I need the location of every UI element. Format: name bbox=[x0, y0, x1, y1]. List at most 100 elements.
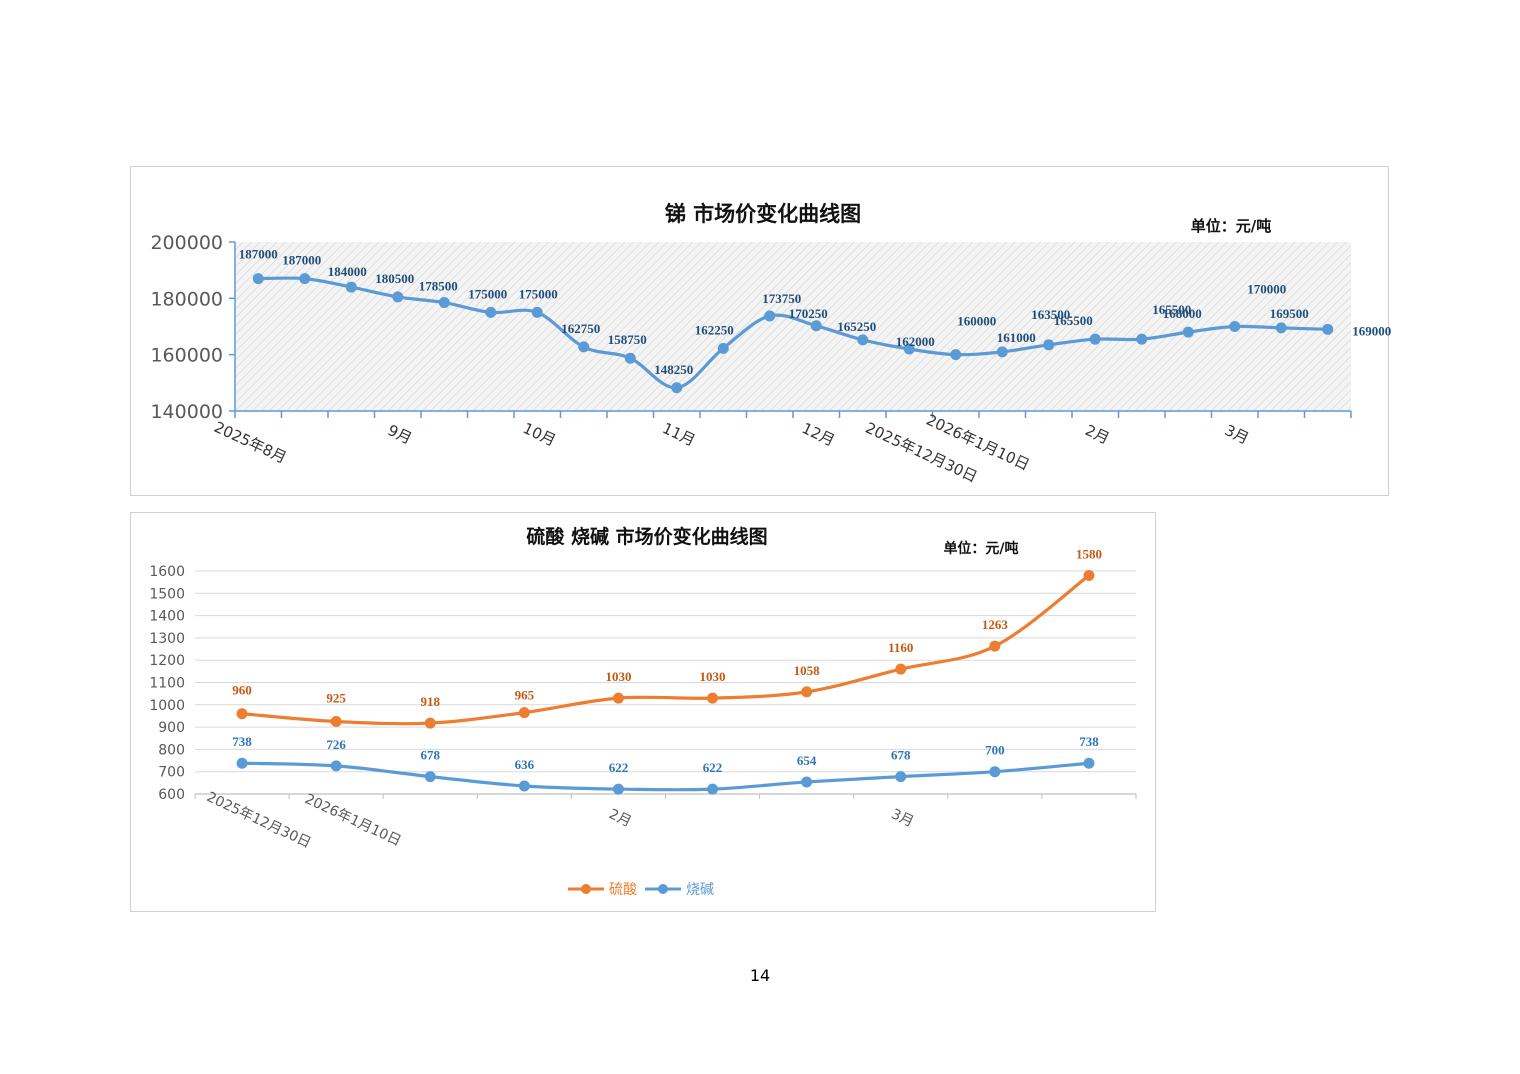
data-point bbox=[612, 692, 624, 704]
data-point bbox=[392, 291, 404, 303]
data-label: 965 bbox=[515, 688, 535, 703]
data-point bbox=[518, 707, 530, 719]
unit-label: 单位：元/吨 bbox=[1191, 217, 1271, 235]
data-point bbox=[810, 320, 822, 332]
y-tick-label: 1300 bbox=[149, 631, 185, 647]
data-label: 738 bbox=[232, 734, 252, 749]
data-label: 165500 bbox=[1054, 313, 1093, 328]
data-label: 175000 bbox=[519, 286, 558, 301]
data-label: 170250 bbox=[789, 306, 828, 321]
data-point bbox=[438, 297, 450, 309]
data-point bbox=[996, 346, 1008, 358]
data-label: 1263 bbox=[982, 617, 1009, 632]
data-label: 636 bbox=[515, 757, 535, 772]
acid-caustic-chart-svg: 硫酸 烧碱 市场价变化曲线图 单位：元/吨 600 700 800 900 1000 11… bbox=[149, 525, 1137, 898]
data-label: 738 bbox=[1079, 734, 1099, 749]
data-point bbox=[1322, 323, 1334, 335]
data-label: 678 bbox=[891, 748, 911, 763]
data-point bbox=[624, 352, 636, 364]
data-point bbox=[801, 776, 813, 788]
data-label: 178500 bbox=[419, 279, 458, 294]
data-label: 187000 bbox=[239, 247, 278, 262]
data-point bbox=[707, 692, 719, 704]
data-label: 169000 bbox=[1352, 323, 1391, 338]
legend-label: 硫酸 bbox=[609, 882, 637, 898]
y-tick-label: 180000 bbox=[150, 288, 223, 310]
x-tick-label: 2025年8月 bbox=[211, 418, 289, 467]
data-label: 170000 bbox=[1247, 282, 1286, 297]
data-label: 158750 bbox=[608, 332, 647, 347]
data-label: 162000 bbox=[896, 334, 935, 349]
y-tick-label: 160000 bbox=[150, 345, 223, 367]
data-label: 1580 bbox=[1076, 546, 1102, 561]
y-tick-label: 200000 bbox=[150, 232, 223, 254]
data-label: 175000 bbox=[468, 286, 507, 301]
y-tick-label: 700 bbox=[158, 765, 185, 781]
data-point bbox=[485, 306, 497, 318]
data-point bbox=[252, 273, 264, 285]
data-label: 187000 bbox=[282, 253, 321, 268]
x-tick-label: 11月 bbox=[660, 419, 699, 450]
data-label: 184000 bbox=[328, 264, 367, 279]
data-label: 1160 bbox=[888, 640, 913, 655]
y-tick-label: 1200 bbox=[149, 653, 185, 669]
data-point bbox=[1083, 569, 1095, 581]
data-point bbox=[236, 708, 248, 720]
legend-swatch-marker bbox=[581, 884, 591, 894]
data-label: 925 bbox=[326, 691, 346, 706]
data-label: 1058 bbox=[794, 663, 821, 678]
data-point bbox=[950, 349, 962, 361]
y-tick-label: 1600 bbox=[149, 564, 185, 580]
data-point bbox=[895, 771, 907, 783]
plot-area bbox=[235, 242, 1351, 411]
data-label: 180500 bbox=[375, 271, 414, 286]
chart-title: 硫酸 烧碱 市场价变化曲线图 bbox=[526, 525, 767, 548]
data-point bbox=[531, 306, 543, 318]
data-point bbox=[764, 310, 776, 322]
data-point bbox=[518, 780, 530, 792]
data-point bbox=[1043, 339, 1055, 351]
x-tick-label: 2026年1月10日 bbox=[302, 791, 403, 850]
data-point bbox=[707, 783, 719, 795]
data-label: 726 bbox=[326, 737, 346, 752]
data-point bbox=[671, 382, 683, 394]
data-label: 160000 bbox=[957, 314, 996, 329]
chart-title: 锑 市场价变化曲线图 bbox=[665, 202, 861, 226]
data-label: 1030 bbox=[700, 669, 726, 684]
data-point bbox=[424, 717, 436, 729]
acid-caustic-price-chart: 硫酸 烧碱 市场价变化曲线图 单位：元/吨 600 700 800 900 1000 11… bbox=[130, 512, 1156, 912]
data-point bbox=[330, 716, 342, 728]
x-tick-label: 12月 bbox=[799, 419, 838, 450]
data-label: 163500 bbox=[1031, 307, 1070, 322]
data-label: 678 bbox=[421, 748, 441, 763]
series-line bbox=[242, 761, 1090, 792]
data-point bbox=[717, 342, 729, 354]
data-label: 700 bbox=[985, 743, 1005, 758]
data-label: 165500 bbox=[1152, 302, 1191, 317]
unit-label: 单位：元/吨 bbox=[943, 540, 1018, 557]
data-point bbox=[903, 343, 915, 355]
data-point bbox=[895, 663, 907, 675]
data-point bbox=[857, 334, 869, 346]
data-label: 654 bbox=[797, 753, 817, 768]
x-tick-label: 2月 bbox=[606, 806, 634, 830]
legend-label: 烧碱 bbox=[686, 882, 714, 898]
y-tick-label: 800 bbox=[158, 742, 185, 758]
y-tick-label: 140000 bbox=[150, 401, 223, 423]
data-point bbox=[1136, 333, 1148, 345]
data-point bbox=[1182, 326, 1194, 338]
data-label: 168000 bbox=[1163, 306, 1202, 321]
data-point bbox=[1275, 322, 1287, 334]
data-point bbox=[1089, 333, 1101, 345]
data-point bbox=[330, 760, 342, 772]
antimony-chart-svg: 锑 市场价变化曲线图 单位：元/吨 140000 160000 180000 2000… bbox=[150, 202, 1391, 486]
series-line bbox=[241, 574, 1090, 726]
legend-swatch-marker bbox=[658, 884, 668, 894]
x-tick-label: 2月 bbox=[1082, 421, 1112, 448]
data-label: 960 bbox=[232, 683, 252, 698]
x-tick-label: 3月 bbox=[889, 806, 917, 830]
data-label: 162750 bbox=[561, 321, 600, 336]
page-number: 14 bbox=[749, 966, 771, 985]
data-label: 918 bbox=[421, 694, 441, 709]
data-label: 1030 bbox=[605, 669, 631, 684]
